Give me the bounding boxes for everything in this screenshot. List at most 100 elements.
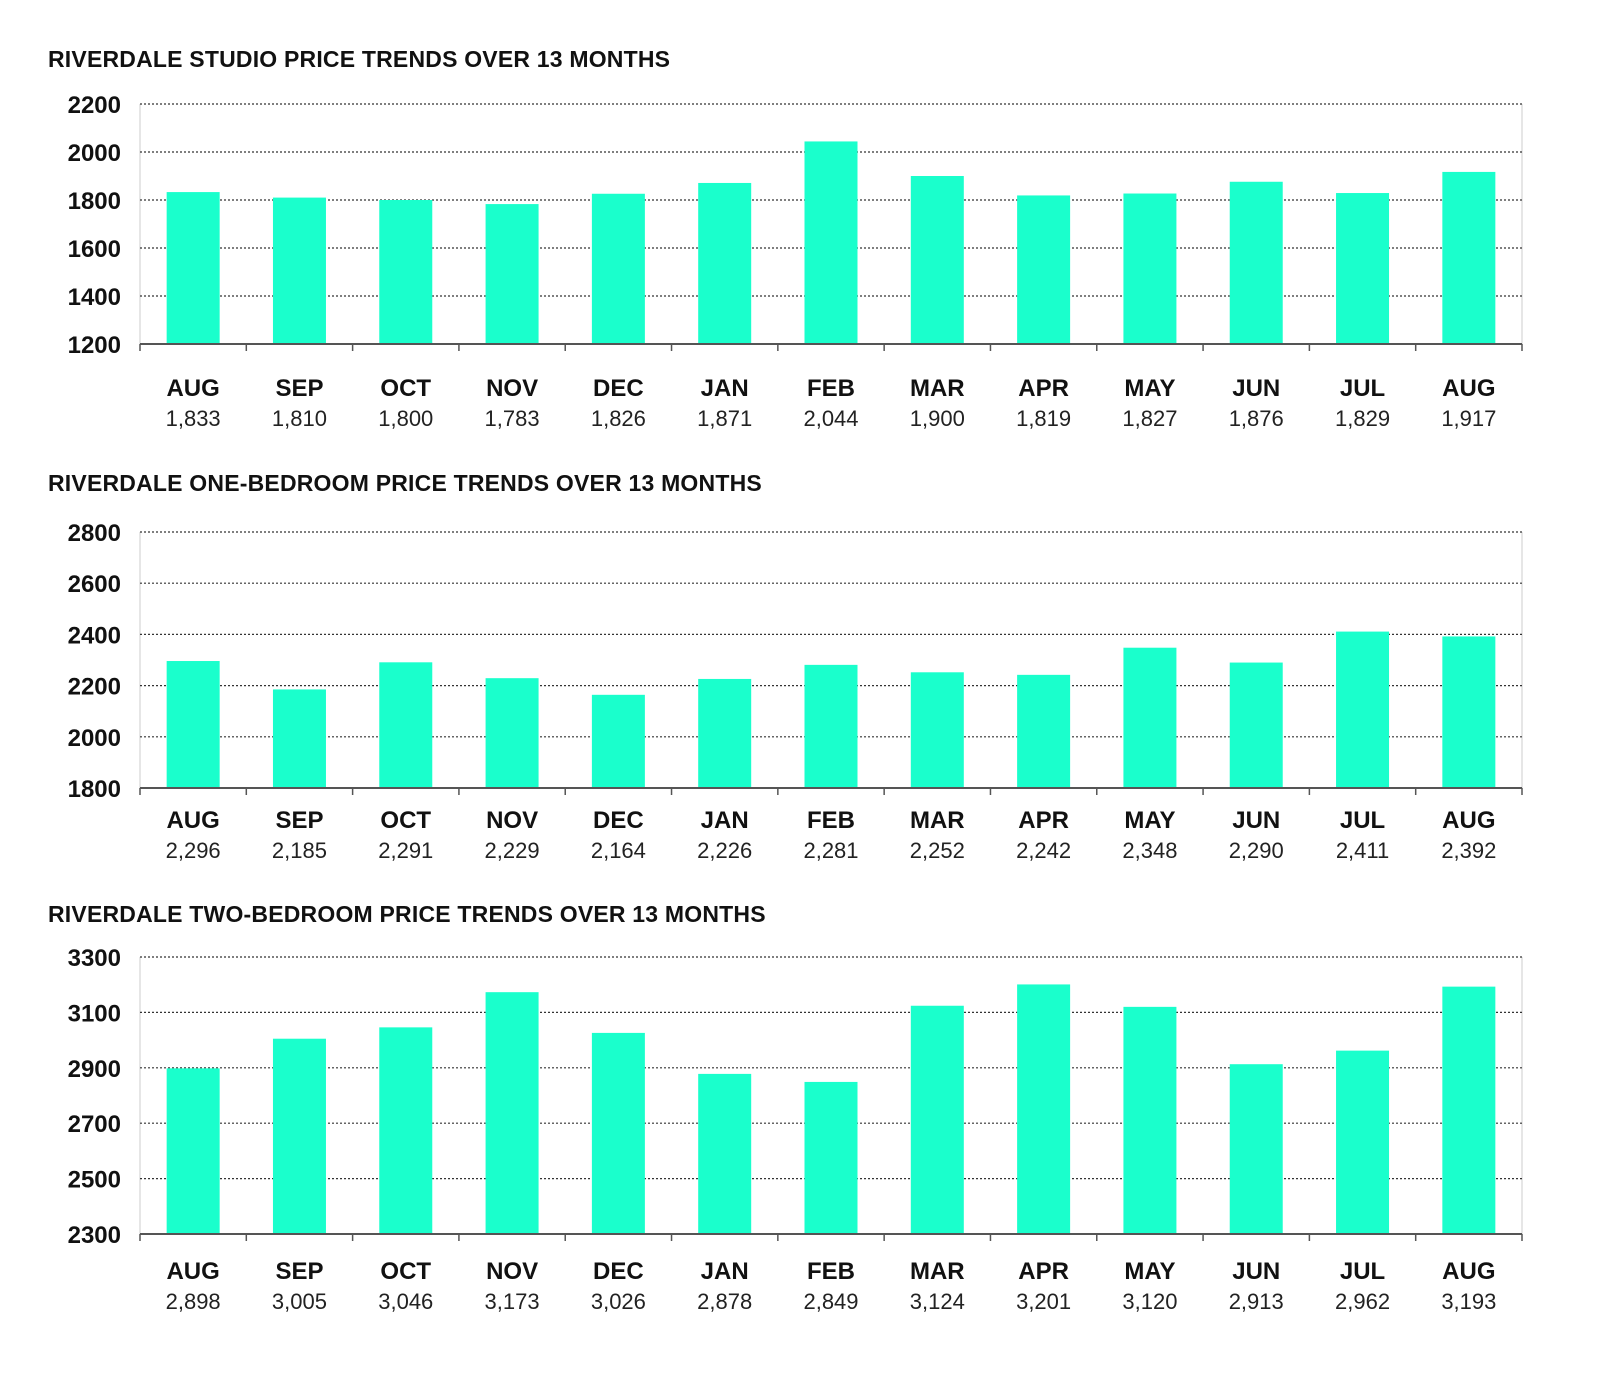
x-value-label: 1,833 [166,406,221,431]
x-value-label: 1,783 [485,406,540,431]
x-value-label: 1,826 [591,406,646,431]
bar-aug-12 [1442,636,1496,788]
x-category-label: DEC [593,375,644,402]
x-category-label: JUN [1232,375,1280,402]
x-category-label: AUG [1442,1258,1495,1285]
x-value-label: 2,962 [1335,1289,1390,1314]
x-category-label: JUL [1340,1258,1385,1285]
chart-title-one-bedroom: RIVERDALE ONE-BEDROOM PRICE TRENDS OVER … [48,470,762,496]
y-tick-label: 2700 [68,1111,121,1138]
chart-title-two-bedroom: RIVERDALE TWO-BEDROOM PRICE TRENDS OVER … [48,901,766,927]
bar-may-9 [1123,193,1177,344]
x-value-label: 1,810 [272,406,327,431]
x-value-label: 2,164 [591,838,646,863]
x-category-label: OCT [380,1258,431,1285]
x-value-label: 2,849 [803,1289,858,1314]
x-category-label: AUG [1442,807,1495,834]
x-category-label: APR [1018,807,1069,834]
bar-jun-10 [1229,181,1283,344]
bar-oct-2 [379,662,433,788]
x-value-label: 1,900 [910,406,965,431]
x-value-label: 2,348 [1122,838,1177,863]
x-value-label: 2,229 [485,838,540,863]
bar-jan-5 [698,1073,752,1234]
y-tick-label: 2200 [68,92,121,119]
x-category-label: AUG [166,375,219,402]
x-value-label: 3,124 [910,1289,965,1314]
x-value-label: 3,026 [591,1289,646,1314]
bar-apr-8 [1017,195,1071,344]
bar-jun-10 [1229,1064,1283,1234]
x-category-label: AUG [166,807,219,834]
x-value-label: 2,291 [378,838,433,863]
bar-dec-4 [591,1032,645,1234]
y-tick-label: 2500 [68,1167,121,1194]
x-category-label: AUG [1442,375,1495,402]
x-category-label: FEB [807,807,855,834]
x-value-label: 2,242 [1016,838,1071,863]
bar-jul-11 [1336,193,1390,344]
x-category-label: FEB [807,375,855,402]
x-category-label: FEB [807,1258,855,1285]
x-value-label: 1,800 [378,406,433,431]
y-tick-label: 2600 [68,571,121,598]
bar-aug-0 [166,192,220,344]
x-category-label: NOV [486,807,538,834]
y-tick-label: 1800 [68,776,121,803]
x-category-label: AUG [166,1258,219,1285]
x-category-label: JAN [701,375,749,402]
studio-chart-plot: 1200 1400 1600 1800 2000 2200 AUG 1,833 SEP 1,810… [68,92,1523,431]
y-tick-label: 2300 [68,1222,121,1249]
bar-oct-2 [379,1027,433,1234]
bar-aug-12 [1442,986,1496,1234]
y-tick-label: 1400 [68,284,121,311]
bar-feb-6 [804,664,858,788]
bar-apr-8 [1017,674,1071,788]
x-value-label: 2,913 [1229,1289,1284,1314]
bar-aug-12 [1442,171,1496,344]
x-category-label: OCT [380,375,431,402]
x-category-label: OCT [380,807,431,834]
x-value-label: 2,290 [1229,838,1284,863]
bar-apr-8 [1017,984,1071,1234]
x-value-label: 2,281 [803,838,858,863]
x-category-label: JUN [1232,807,1280,834]
x-value-label: 2,878 [697,1289,752,1314]
x-value-label: 2,252 [910,838,965,863]
x-value-label: 2,392 [1441,838,1496,863]
y-tick-label: 1800 [68,188,121,215]
y-tick-label: 1200 [68,332,121,359]
x-value-label: 1,827 [1122,406,1177,431]
bar-mar-7 [910,176,964,344]
x-category-label: MAR [910,1258,965,1285]
bar-jul-11 [1336,631,1390,788]
x-category-label: APR [1018,375,1069,402]
y-tick-label: 3300 [68,945,121,972]
x-value-label: 3,193 [1441,1289,1496,1314]
x-category-label: MAY [1124,1258,1175,1285]
x-value-label: 1,829 [1335,406,1390,431]
bar-may-9 [1123,647,1177,788]
bar-mar-7 [910,1005,964,1234]
x-category-label: JAN [701,807,749,834]
x-category-label: NOV [486,375,538,402]
y-tick-label: 3100 [68,1000,121,1027]
y-tick-label: 2400 [68,622,121,649]
x-value-label: 2,411 [1336,838,1389,863]
x-category-label: MAR [910,807,965,834]
bar-feb-6 [804,141,858,344]
y-tick-label: 2000 [68,140,121,167]
x-category-label: SEP [275,1258,323,1285]
two-bedroom-price-chart: RIVERDALE TWO-BEDROOM PRICE TRENDS OVER … [0,901,1600,1331]
chart-title-studio: RIVERDALE STUDIO PRICE TRENDS OVER 13 MO… [48,46,671,72]
x-category-label: APR [1018,1258,1069,1285]
x-category-label: JAN [701,1258,749,1285]
x-value-label: 3,120 [1122,1289,1177,1314]
x-category-label: NOV [486,1258,538,1285]
one-bedroom-chart-plot: 1800 2000 2200 2400 2600 2800 AUG 2,296 SEP 2,185… [68,520,1523,863]
bar-dec-4 [591,694,645,788]
x-category-label: JUL [1340,375,1385,402]
bar-jan-5 [698,182,752,344]
one-bedroom-price-chart: RIVERDALE ONE-BEDROOM PRICE TRENDS OVER … [0,470,1600,880]
